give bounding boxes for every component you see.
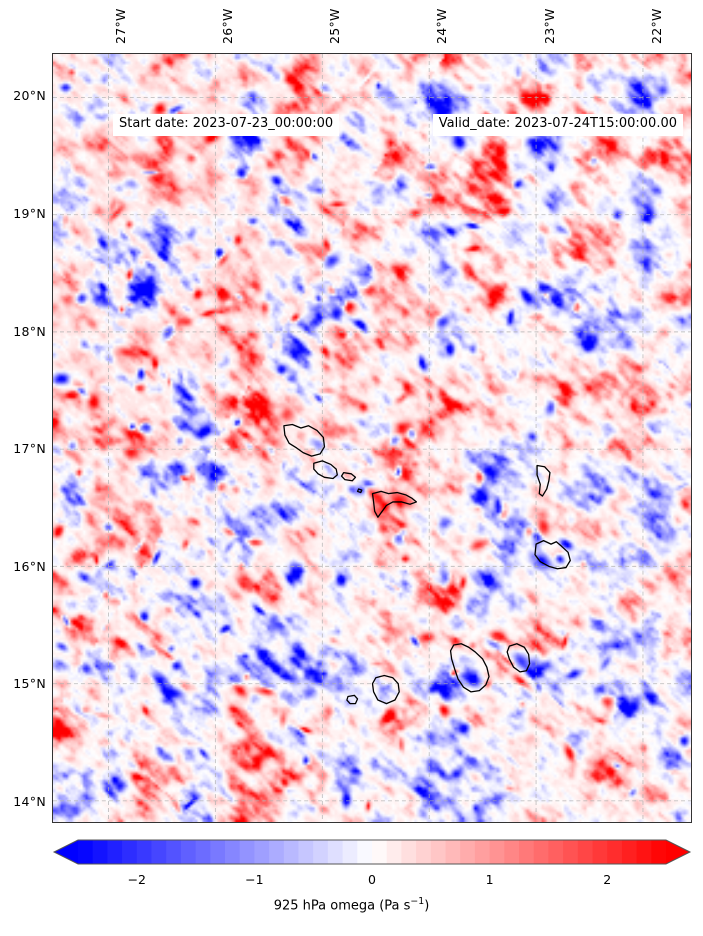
valid-date-annotation: Valid_date: 2023-07-24T15:00:00.00 <box>432 114 683 136</box>
colorbar-label-exponent: −1 <box>410 896 425 907</box>
x-tick--24: 24°W <box>434 8 450 44</box>
x-tick--25: 25°W <box>327 8 343 44</box>
colorbar-label-suffix: ) <box>424 898 430 914</box>
colorbar-tick--1: −1 <box>245 872 264 887</box>
y-tick-19: 19°N <box>13 206 46 222</box>
y-tick-18: 18°N <box>13 323 46 339</box>
x-tick--22: 22°W <box>648 8 664 44</box>
y-tick-20: 20°N <box>13 88 46 104</box>
x-tick--23: 23°W <box>541 8 557 44</box>
y-tick-16: 16°N <box>13 558 46 574</box>
colorbar: −2 −1 0 1 2 <box>52 836 692 887</box>
y-tick-14: 14°N <box>13 793 46 809</box>
y-tick-17: 17°N <box>13 441 46 457</box>
omega-raster-image <box>53 54 691 822</box>
x-tick--26: 26°W <box>219 8 235 44</box>
omega-field-raster <box>53 54 691 822</box>
colorbar-tick-2: 2 <box>603 872 612 887</box>
colorbar-axis-label: 925 hPa omega (Pa s−1) <box>0 896 703 913</box>
colorbar-tick-0: 0 <box>368 872 376 887</box>
colorbar-gradient <box>52 839 692 865</box>
start-date-annotation: Start date: 2023-07-23_00:00:00 <box>113 114 340 136</box>
y-tick-15: 15°N <box>13 676 46 692</box>
map-axes: Start date: 2023-07-23_00:00:00 Valid_da… <box>52 53 692 823</box>
colorbar-tick-1: 1 <box>485 872 494 887</box>
colorbar-label-prefix: 925 hPa omega (Pa s <box>273 898 411 914</box>
colorbar-tick--2: −2 <box>127 872 147 887</box>
x-tick--27: 27°W <box>112 8 128 44</box>
